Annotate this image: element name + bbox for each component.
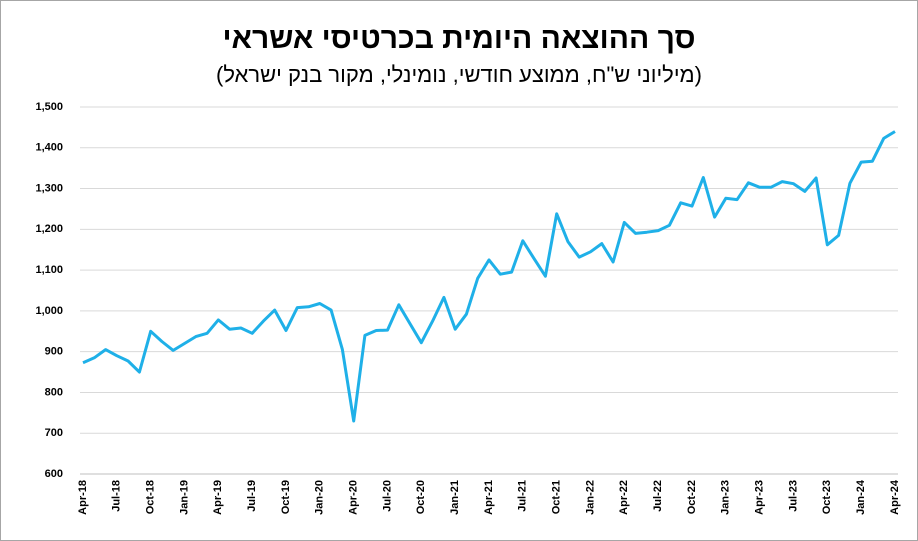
x-tick-label: Jul-22	[652, 480, 664, 512]
x-tick-label: Oct-22	[686, 480, 698, 514]
y-tick-label: 700	[45, 427, 63, 439]
x-tick-label: Jan-20	[314, 480, 326, 515]
x-tick-label: Apr-24	[889, 479, 901, 515]
y-tick-label: 1,500	[35, 101, 63, 113]
x-tick-label: Oct-23	[821, 480, 833, 514]
y-tick-label: 1,300	[35, 182, 63, 194]
y-tick-label: 1,400	[35, 142, 63, 154]
x-tick-label: Apr-22	[618, 480, 630, 515]
x-tick-label: Jul-20	[381, 480, 393, 512]
y-tick-label: 1,000	[35, 305, 63, 317]
x-tick-label: Apr-20	[348, 480, 360, 515]
x-tick-label: Apr-23	[754, 480, 766, 515]
y-tick-label: 900	[45, 346, 63, 358]
x-tick-label: Jan-23	[720, 480, 732, 515]
y-tick-label: 1,200	[35, 223, 63, 235]
x-tick-label: Apr-19	[212, 480, 224, 515]
x-tick-label: Oct-19	[280, 480, 292, 514]
x-tick-label: Jul-23	[787, 480, 799, 512]
x-tick-label: Oct-21	[551, 480, 563, 514]
x-tick-label: Jan-24	[855, 479, 867, 515]
x-tick-label: Jan-19	[178, 480, 190, 515]
y-tick-label: 600	[45, 468, 63, 480]
x-tick-label: Jan-21	[449, 480, 461, 515]
x-tick-label: Jul-18	[111, 480, 123, 512]
y-tick-label: 800	[45, 386, 63, 398]
x-tick-label: Apr-18	[77, 480, 89, 515]
chart-title: סך ההוצאה היומית בכרטיסי אשראי	[222, 22, 695, 55]
chart-subtitle: (מיליוני ש"ח, ממוצע חודשי, נומינלי, מקור…	[216, 62, 702, 87]
x-tick-label: Oct-18	[145, 480, 157, 514]
x-tick-label: Jan-22	[584, 480, 596, 515]
x-tick-label: Apr-21	[483, 480, 495, 515]
x-tick-label: Oct-20	[415, 480, 427, 514]
line-series	[82, 130, 896, 423]
y-tick-label: 1,100	[35, 264, 63, 276]
x-tick-label: Jul-21	[517, 480, 529, 512]
x-tick-label: Jul-19	[246, 480, 258, 512]
